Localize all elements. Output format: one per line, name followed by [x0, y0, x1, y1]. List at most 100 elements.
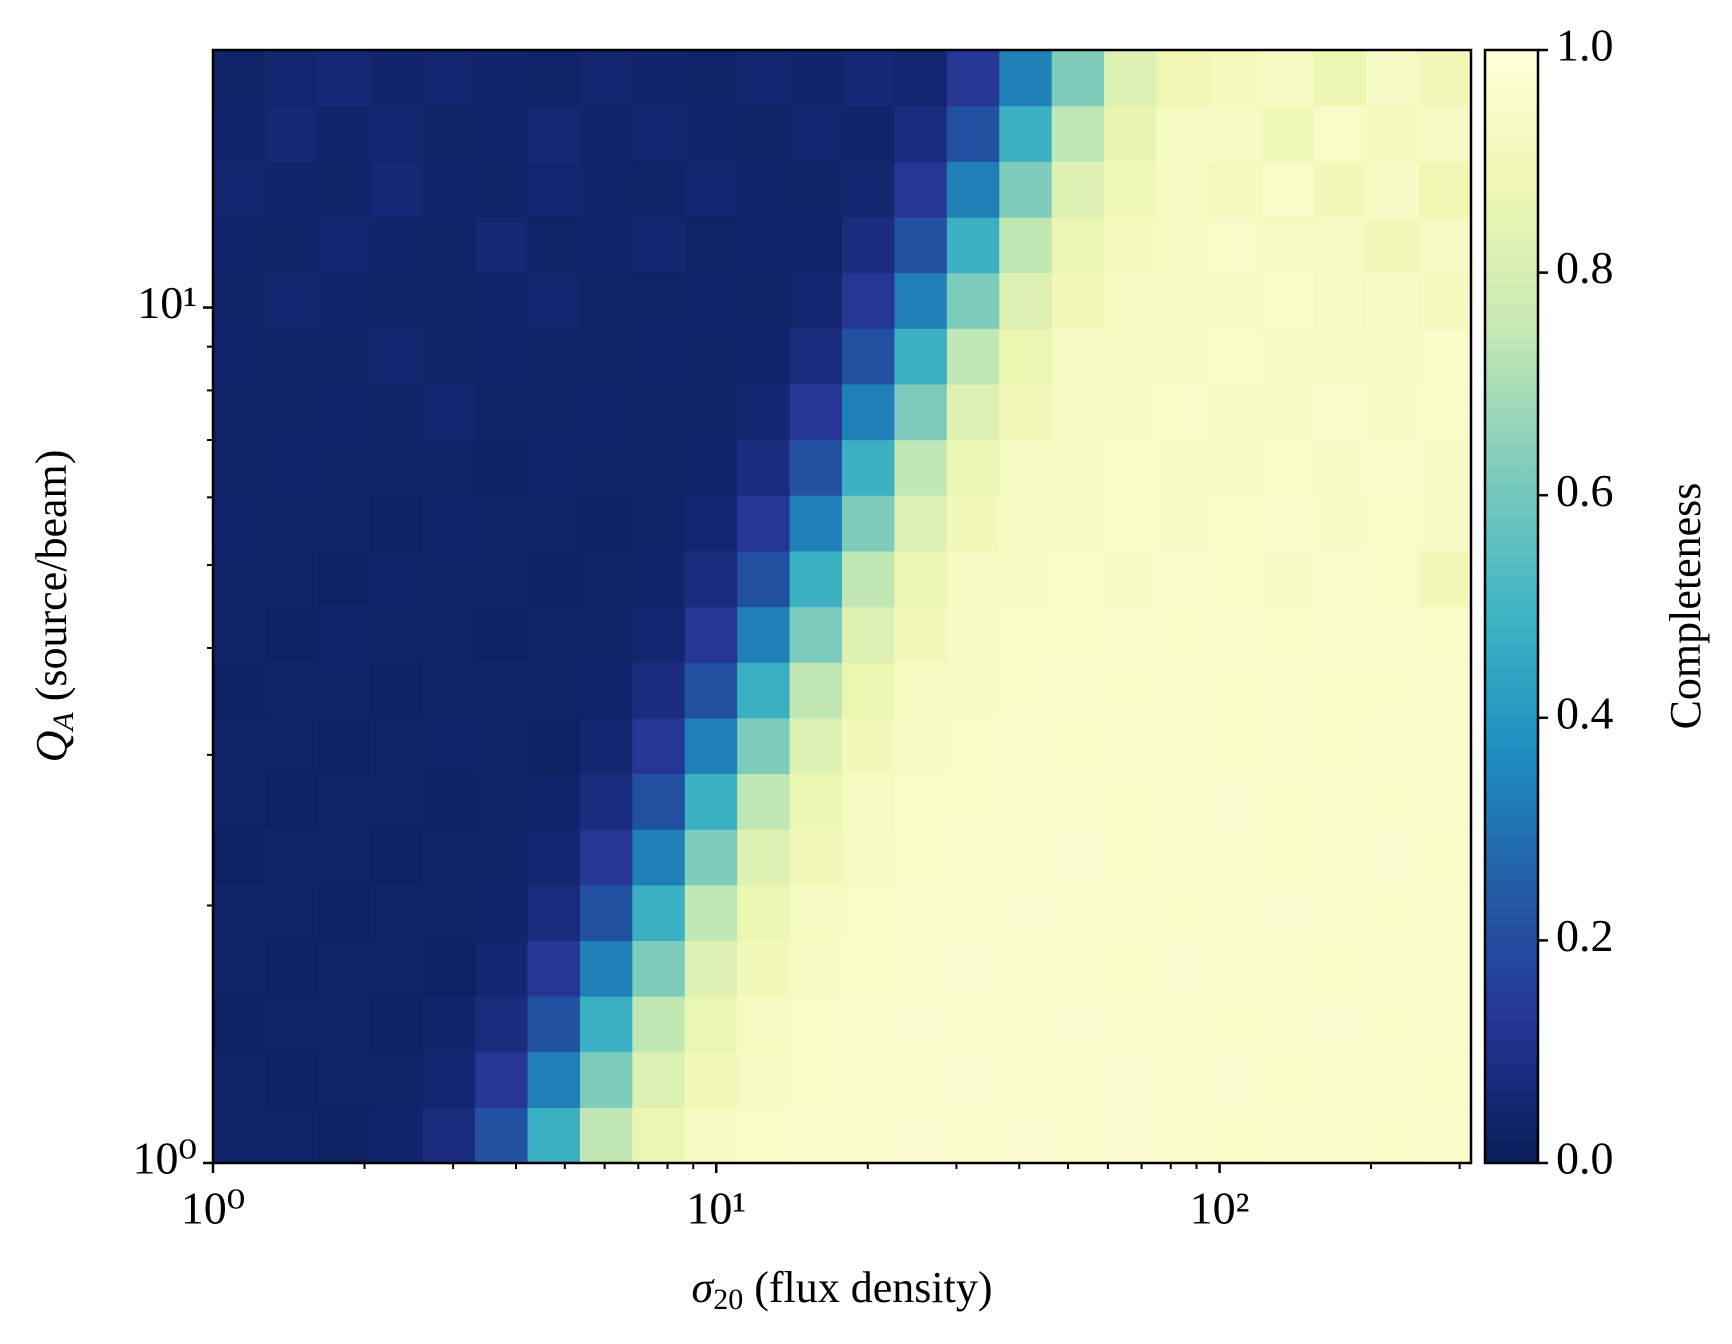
heatmap-cell	[1156, 50, 1210, 107]
heatmap-cell	[946, 272, 1000, 329]
heatmap-cell	[632, 161, 686, 218]
heatmap-cell	[632, 773, 686, 830]
heatmap-cell	[579, 105, 633, 162]
heatmap-cell	[999, 773, 1053, 830]
heatmap-cell	[684, 328, 738, 385]
heatmap-cell	[894, 50, 948, 107]
colorbar-tick-label: 0.0	[1556, 1133, 1614, 1184]
heatmap-cell	[999, 550, 1053, 608]
heatmap-cell	[370, 383, 424, 441]
heatmap-cell	[946, 717, 1000, 775]
heatmap-cell	[1313, 383, 1367, 441]
heatmap-cell	[527, 1051, 581, 1108]
x-label-subscript: 20	[713, 1283, 743, 1316]
heatmap-cell	[1313, 272, 1367, 329]
heatmap-cell	[1366, 1051, 1420, 1108]
x-tick-label: 10²	[1190, 1183, 1250, 1234]
heatmap-cell	[684, 550, 738, 608]
heatmap-cell	[737, 50, 791, 107]
heatmap-cell	[1366, 272, 1420, 329]
heatmap-cell	[213, 940, 267, 997]
heatmap-cell	[527, 328, 581, 385]
heatmap-cell	[789, 550, 843, 608]
heatmap-cell	[737, 495, 791, 552]
heatmap-cell	[1261, 272, 1315, 329]
heatmap-cell	[1051, 1107, 1105, 1164]
heatmap-cell	[317, 996, 371, 1053]
heatmap-cell	[1104, 884, 1158, 941]
heatmap-cell	[737, 717, 791, 775]
heatmap-cell	[789, 383, 843, 441]
heatmap-cell	[213, 105, 267, 162]
heatmap-cell	[999, 662, 1053, 719]
heatmap-cell	[1156, 1107, 1210, 1164]
heatmap-cell	[1156, 550, 1210, 608]
heatmap-cell	[1156, 662, 1210, 719]
heatmap-cell	[213, 216, 267, 274]
heatmap-cell	[265, 216, 319, 274]
heatmap-cell	[317, 940, 371, 997]
heatmap-cell	[946, 50, 1000, 107]
heatmap-cell	[1313, 439, 1367, 496]
heatmap-cell	[632, 50, 686, 107]
heatmap-cell	[632, 105, 686, 162]
heatmap-cell	[527, 272, 581, 329]
heatmap-cell	[1418, 272, 1472, 329]
heatmap-cell	[1208, 829, 1262, 886]
heatmap-cell	[894, 328, 948, 385]
heatmap-cell	[1418, 328, 1472, 385]
y-axis-label: QA (source/beam)	[27, 450, 80, 763]
heatmap-cell	[265, 439, 319, 496]
heatmap-cell	[1156, 328, 1210, 385]
heatmap-cell	[579, 1051, 633, 1108]
heatmap-cell	[317, 829, 371, 886]
heatmap-cell	[1261, 829, 1315, 886]
heatmap-cell	[370, 606, 424, 663]
heatmap-cell	[684, 996, 738, 1053]
heatmap-cell	[1208, 940, 1262, 997]
heatmap-cell	[632, 1107, 686, 1164]
heatmap-cell	[1313, 105, 1367, 162]
heatmap-cell	[1366, 940, 1420, 997]
heatmap-cell	[1261, 773, 1315, 830]
heatmap-cell	[213, 606, 267, 663]
heatmap-cell	[475, 383, 529, 441]
heatmap-cell	[946, 439, 1000, 496]
heatmap-cell	[1104, 50, 1158, 107]
heatmap-cell	[1418, 495, 1472, 552]
heatmap-cell	[370, 829, 424, 886]
heatmap-cell	[317, 550, 371, 608]
heatmap-cell	[789, 884, 843, 941]
heatmap-cell	[213, 884, 267, 941]
heatmap-cell	[1366, 662, 1420, 719]
heatmap-cell	[1418, 105, 1472, 162]
heatmap-cell	[1261, 1051, 1315, 1108]
heatmap-cell	[475, 439, 529, 496]
heatmap-cell	[317, 884, 371, 941]
heatmap-cell	[632, 439, 686, 496]
heatmap-cell	[213, 773, 267, 830]
heatmap-cell	[422, 272, 476, 329]
heatmap-cell	[1104, 606, 1158, 663]
heatmap-cell	[475, 829, 529, 886]
heatmap-cell	[894, 1107, 948, 1164]
heatmap-cell	[737, 773, 791, 830]
heatmap-cell	[842, 717, 896, 775]
colorbar-label: Completeness	[1661, 483, 1710, 730]
heatmap-cell	[946, 606, 1000, 663]
heatmap-cell	[422, 1107, 476, 1164]
heatmap-cell	[789, 161, 843, 218]
heatmap-cell	[422, 829, 476, 886]
heatmap-cell	[1051, 940, 1105, 997]
heatmap-cell	[737, 383, 791, 441]
heatmap-cell	[789, 662, 843, 719]
heatmap-cell	[527, 1107, 581, 1164]
heatmap-cell	[1104, 550, 1158, 608]
heatmap-cell	[684, 717, 738, 775]
heatmap-cell	[737, 1051, 791, 1108]
heatmap-cell	[1208, 1051, 1262, 1108]
heatmap-cell	[527, 495, 581, 552]
heatmap-cell	[842, 383, 896, 441]
heatmap-cell	[579, 717, 633, 775]
heatmap-cell	[1156, 1051, 1210, 1108]
